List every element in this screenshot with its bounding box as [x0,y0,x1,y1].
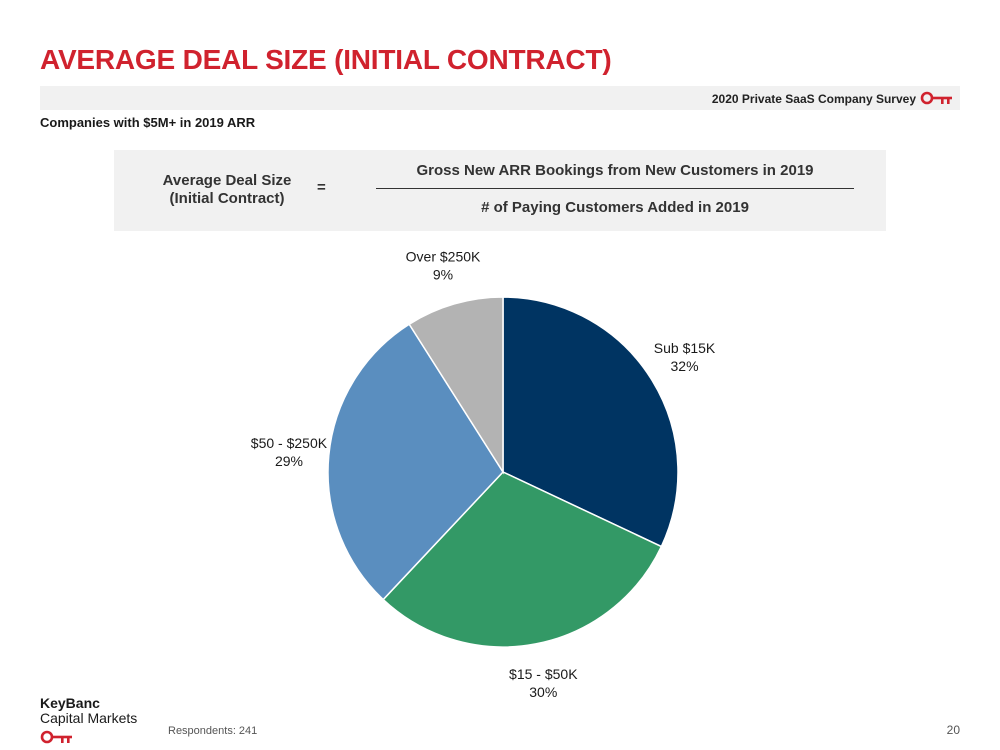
slice-category-label: Sub $15K [654,340,716,356]
slice-value-label: 32% [671,358,699,374]
slice-label-3: Over $250K 9% [406,249,481,283]
slice-label-1: $15 - $50K 30% [509,666,578,700]
page-title: AVERAGE DEAL SIZE (INITIAL CONTRACT) [40,44,612,75]
pie-slice-2 [327,323,504,601]
slice-value-label: 29% [275,453,303,469]
formula-numerator: Gross New ARR Bookings from New Customer… [416,162,814,179]
pie-slice-1 [382,471,663,648]
slice-category-label: Over $250K [406,249,481,265]
slice-label-2: $50 - $250K 29% [251,435,328,469]
key-icon [920,90,956,111]
key-icon [40,729,76,750]
keybanc-logo: KeyBanc Capital Markets [40,696,137,726]
slice-label-0: Sub $15K 32% [654,340,716,374]
logo-line1: KeyBanc [40,695,100,711]
formula-lhs: Average Deal Size (Initial Contract) [114,172,340,208]
formula-equals: = [317,179,326,196]
survey-label: 2020 Private SaaS Company Survey [711,92,916,106]
respondents-footnote: Respondents: 241 [168,725,258,737]
pie-slice-3 [408,296,504,475]
slice-category-label: $50 - $250K [251,435,328,451]
formula-denominator: # of Paying Customers Added in 2019 [481,199,749,216]
chart-subtitle: Companies with $5M+ in 2019 ARR [40,115,256,130]
formula-box: Average Deal Size (Initial Contract) = G… [114,150,886,231]
formula-lhs-line1: Average Deal Size [162,172,292,189]
slice-value-label: 30% [529,684,557,700]
formula-divider [376,188,854,189]
slice-category-label: $15 - $50K [509,666,578,682]
formula-lhs-line2: (Initial Contract) [169,190,285,207]
page-number: 20 [946,723,960,737]
logo-line2: Capital Markets [40,710,138,726]
slice-value-label: 9% [433,267,453,283]
pie-slice-0 [502,296,679,548]
survey-band: 2020 Private SaaS Company Survey [40,86,960,110]
